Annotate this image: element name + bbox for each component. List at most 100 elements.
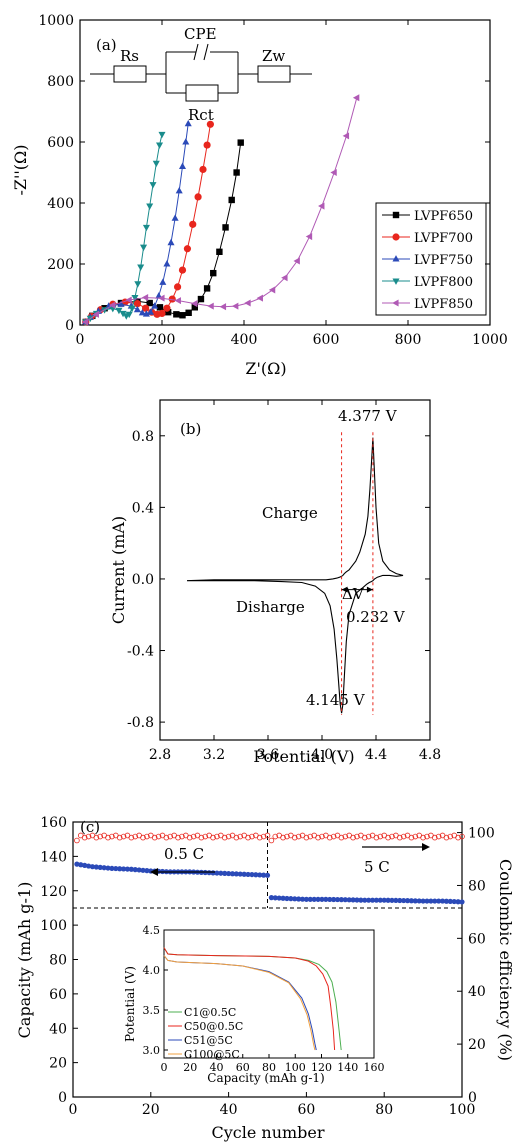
panel-c-ytick-label: 100 <box>40 918 67 934</box>
data-point <box>167 238 175 246</box>
data-point <box>149 182 157 189</box>
data-point <box>163 260 171 267</box>
capacity-point <box>323 896 329 902</box>
inset-xtick-label: 140 <box>337 1061 358 1074</box>
cpe-label: CPE <box>184 25 217 43</box>
efficiency-point <box>443 834 450 841</box>
panel-c-ytick-label: 80 <box>49 953 67 969</box>
efficiency-point <box>319 833 325 840</box>
capacity-point <box>292 896 298 902</box>
capacity-point <box>128 866 134 872</box>
series-line <box>85 134 163 323</box>
panel-b-xtick-label: 4.0 <box>311 747 333 763</box>
data-point <box>203 141 211 149</box>
capacity-point <box>369 897 376 903</box>
data-point <box>233 169 240 176</box>
capacity-point <box>268 895 274 901</box>
capacity-point <box>284 895 290 902</box>
panel-c-y2tick-label: 80 <box>468 878 486 894</box>
inset-ytick-label: 4.5 <box>143 924 161 937</box>
capacity-point <box>381 897 387 903</box>
capacity-point <box>412 898 418 904</box>
data-point <box>183 245 192 253</box>
efficiency-point <box>412 833 419 840</box>
data-point <box>115 307 123 315</box>
efficiency-point <box>225 833 232 840</box>
panel-c-ytick-label: 20 <box>49 1056 67 1072</box>
capacity-point <box>109 865 115 872</box>
capacity-point <box>214 870 220 876</box>
data-point <box>163 304 171 312</box>
capacity-point <box>319 896 325 902</box>
series-lvpf800 <box>82 131 166 326</box>
data-point <box>164 308 172 316</box>
panel-b-ytick-label: -0.4 <box>127 644 154 660</box>
capacity-point <box>120 866 127 872</box>
equivalent-circuit: Rs CPE Rct Zw <box>90 25 312 124</box>
data-point <box>137 264 145 271</box>
capacity-point <box>89 864 96 870</box>
series-line <box>85 142 242 323</box>
capacity-point <box>299 896 306 902</box>
panel-a-ytick-label: 800 <box>47 74 74 90</box>
data-point <box>173 283 182 291</box>
efficiency-point <box>295 833 302 840</box>
panel-b-ytick-label: -0.8 <box>127 715 154 731</box>
panel-c-y2tick-label: 40 <box>468 984 486 1000</box>
capacity-point <box>101 865 107 871</box>
efficiency-point <box>459 833 465 840</box>
delta-v-arrowhead <box>341 586 348 593</box>
capacity-point <box>373 897 380 903</box>
data-point <box>142 310 150 317</box>
efficiency-point <box>120 833 127 840</box>
efficiency-point <box>105 834 111 841</box>
inset-frame <box>163 929 375 1059</box>
efficiency-point <box>264 832 271 839</box>
panel-b-xtick-label: 3.2 <box>203 747 225 763</box>
efficiency-point <box>221 834 228 841</box>
rs-label: Rs <box>120 47 139 65</box>
efficiency-point <box>81 834 88 841</box>
panel-a-xtick-label: 200 <box>149 332 176 348</box>
rct-label: Rct <box>188 106 214 124</box>
data-point <box>237 139 244 146</box>
capacity-point <box>144 868 150 874</box>
inset-xtick-label: 40 <box>210 1061 224 1074</box>
capacity-point <box>315 896 321 902</box>
panel-c-ytick-label: 160 <box>40 815 67 831</box>
capacity-point <box>354 897 360 903</box>
data-point <box>206 120 214 128</box>
data-point <box>189 220 197 228</box>
data-point <box>128 305 136 313</box>
panel-a-ytick-label: 600 <box>47 135 74 151</box>
data-point <box>219 303 227 311</box>
efficiency-point <box>400 833 407 840</box>
efficiency-point <box>291 834 298 841</box>
data-point <box>203 285 211 292</box>
capacity-point <box>237 871 243 877</box>
efficiency-point <box>256 834 263 841</box>
panel-a-ylabel: -Z''(Ω) <box>11 144 30 195</box>
capacity-point <box>401 897 407 904</box>
rate1-arrowhead <box>150 868 158 876</box>
inset-xtick-label: 20 <box>183 1061 197 1074</box>
legend-entry: LVPF750 <box>414 253 473 268</box>
data-point <box>119 310 127 318</box>
data-point <box>194 193 202 201</box>
inset-curve-c100-5c <box>163 955 316 1051</box>
efficiency-point <box>202 833 209 840</box>
delta-v-value: 0.232 V <box>346 608 406 626</box>
data-point <box>268 286 276 294</box>
panel-a-frame <box>79 19 491 326</box>
series-lvpf750 <box>82 119 192 325</box>
efficiency-point <box>245 834 251 841</box>
capacity-point <box>276 895 282 901</box>
legend-marker <box>392 278 400 285</box>
efficiency-point <box>186 834 193 841</box>
delta-v-arrowhead <box>366 586 373 593</box>
efficiency-point <box>163 834 170 841</box>
data-point <box>191 304 198 311</box>
efficiency-point <box>330 833 337 840</box>
efficiency-point <box>175 834 181 841</box>
efficiency-point <box>74 837 80 844</box>
